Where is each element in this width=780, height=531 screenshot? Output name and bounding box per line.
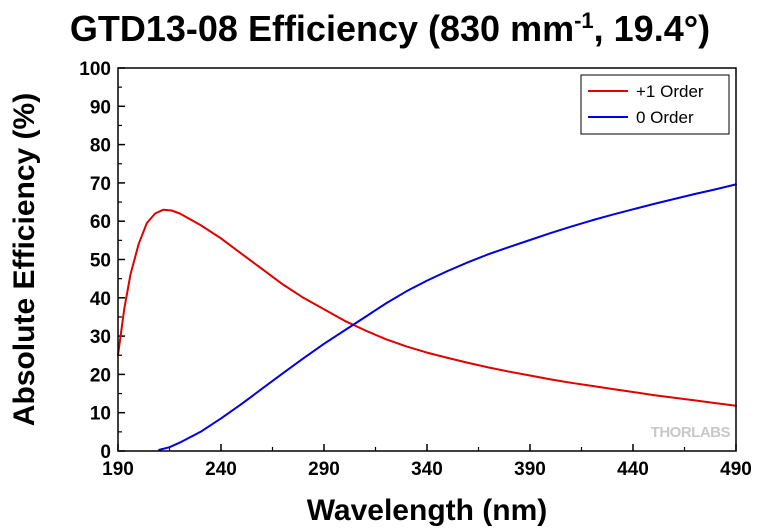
x-tick-label: 340	[411, 459, 443, 480]
legend-label-plus1-order: +1 Order	[636, 82, 704, 101]
y-tick-label: 10	[90, 404, 111, 425]
y-axis-label: Absolute Efficiency (%)	[8, 93, 41, 426]
legend-box	[580, 74, 730, 135]
chart-title: GTD13-08 Efficiency (830 mm-1, 19.4°)	[0, 8, 780, 50]
ticks-layer: 190 240 290 340 390 440 490 0 10 20 30 40 50 60 70 80 90…	[79, 59, 752, 480]
y-tick-label: 20	[90, 365, 111, 386]
y-tick-label: 90	[90, 97, 111, 118]
y-tick-label: 100	[79, 59, 111, 80]
series-layer	[117, 183, 737, 451]
y-tick-label: 0	[100, 442, 111, 463]
chart-title-superscript: -1	[574, 8, 594, 33]
chart-title-suffix: , 19.4°)	[593, 8, 711, 49]
legend-label-zero-order: 0 Order	[636, 108, 694, 127]
y-tick-label: 80	[90, 136, 111, 157]
y-tick-label: 40	[90, 289, 111, 310]
x-tick-label: 390	[514, 459, 546, 480]
y-tick-label: 30	[90, 327, 111, 348]
plot-frame	[117, 67, 737, 452]
series-line-plus1-order	[117, 208, 737, 407]
x-tick-label: 490	[720, 459, 752, 480]
x-tick-label: 440	[617, 459, 649, 480]
y-tick-label: 60	[90, 212, 111, 233]
y-tick-label: 50	[90, 251, 111, 272]
thorlabs-watermark: THORLABS	[651, 424, 731, 441]
series-line-zero-order	[158, 183, 737, 451]
y-tick-label: 70	[90, 174, 111, 195]
x-tick-label: 240	[205, 459, 237, 480]
x-tick-label: 290	[308, 459, 340, 480]
x-axis-label: Wavelength (nm)	[307, 494, 548, 527]
chart-title-main: GTD13-08 Efficiency (830 mm	[69, 8, 575, 49]
x-tick-label: 190	[102, 459, 134, 480]
legend: +1 Order 0 Order	[580, 74, 730, 135]
